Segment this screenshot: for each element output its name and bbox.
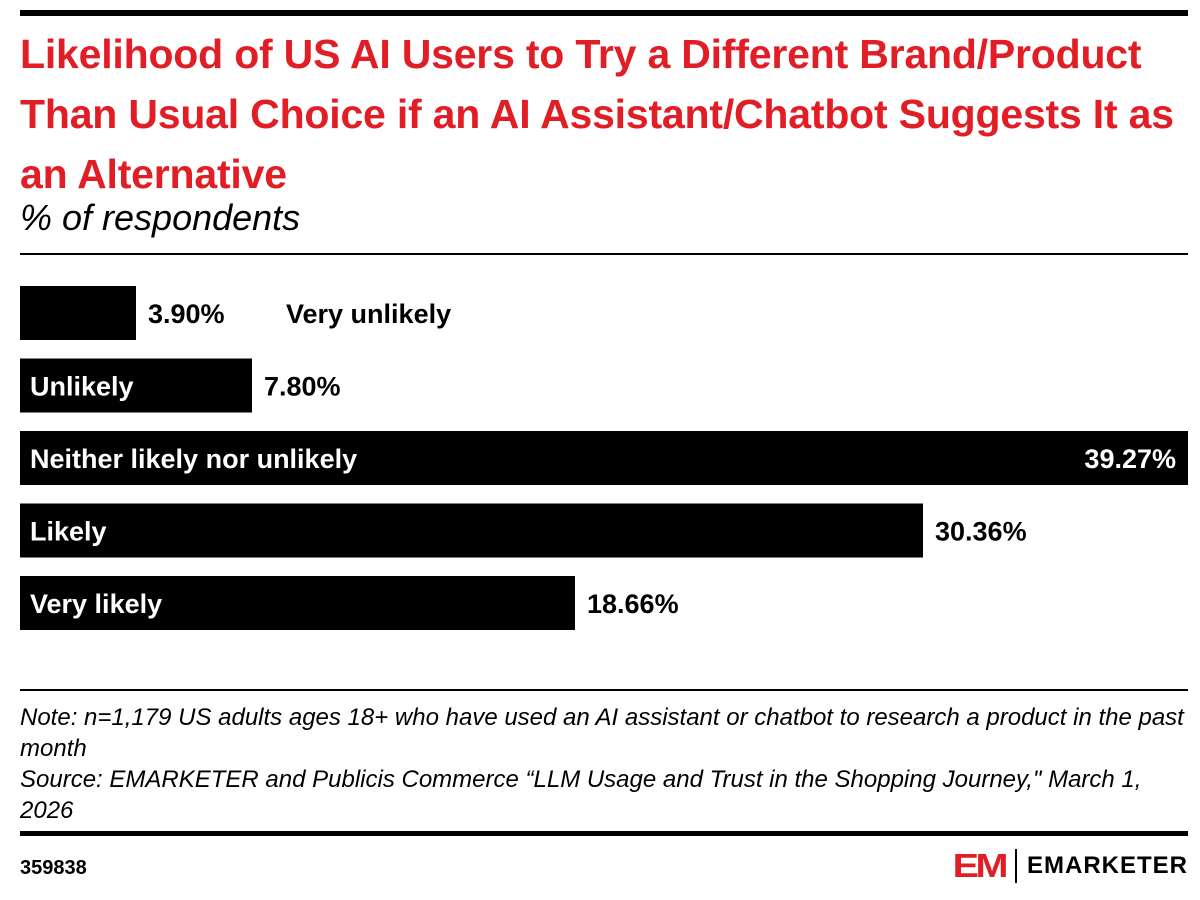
bar	[20, 431, 1188, 485]
category-label: Very unlikely	[286, 299, 451, 329]
bar	[20, 576, 575, 630]
category-label: Neither likely nor unlikely	[30, 444, 357, 474]
chart-id: 359838	[20, 857, 87, 879]
chart-title: Likelihood of US AI Users to Try a Diffe…	[20, 31, 1174, 197]
chart-subtitle: % of respondents	[20, 197, 301, 238]
brand-separator	[1014, 849, 1017, 883]
value-label: 30.36%	[935, 517, 1027, 547]
bottom-rule	[20, 831, 1188, 836]
source-text: Source: EMARKETER and Publicis Commerce …	[20, 766, 1142, 824]
brand-name: EMARKETER	[1026, 852, 1188, 879]
footnote: Note: n=1,179 US adults ages 18+ who hav…	[20, 702, 1188, 826]
brand-logo: EM EMARKETER	[953, 846, 1188, 886]
note-text: Note: n=1,179 US adults ages 18+ who hav…	[20, 704, 1184, 762]
value-label: 39.27%	[1084, 444, 1176, 474]
category-label: Very likely	[30, 589, 162, 619]
bar	[20, 286, 136, 340]
footer-divider	[20, 689, 1188, 691]
bar	[20, 358, 252, 413]
top-rule	[20, 10, 1188, 16]
value-label: 18.66%	[587, 589, 679, 619]
value-label: 3.90%	[148, 299, 225, 329]
brand-mark-logo: EM	[953, 847, 1009, 884]
category-label: Unlikely	[30, 372, 134, 402]
category-label: Likely	[30, 517, 107, 547]
value-label: 7.80%	[264, 372, 341, 402]
header-divider	[20, 253, 1188, 255]
bar	[20, 503, 923, 558]
